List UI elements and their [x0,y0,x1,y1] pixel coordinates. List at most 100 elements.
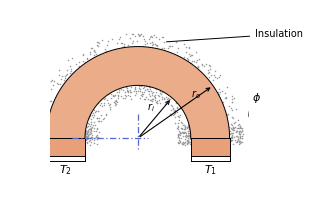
Point [94,136,99,139]
Point [74,75,79,78]
Point [56,115,61,119]
Point [66,99,71,103]
Point [194,113,199,116]
Point [224,132,229,135]
Point [223,96,228,99]
Point [40,126,45,130]
Point [207,64,212,67]
Point [39,139,44,143]
Point [62,133,67,136]
Point [115,91,120,94]
Point [102,77,107,81]
Point [102,56,107,59]
Point [94,116,99,119]
Point [183,83,188,86]
Point [92,56,97,59]
Point [199,129,204,132]
Point [157,48,162,52]
Point [170,105,175,108]
Point [174,62,179,66]
Point [125,87,130,90]
Point [159,36,164,39]
Point [68,70,73,73]
Point [150,42,155,46]
Point [173,109,178,112]
Point [40,126,45,129]
Point [77,125,82,128]
Point [57,124,61,127]
Point [68,75,73,78]
Point [41,127,46,130]
Point [40,131,45,135]
Point [46,121,51,124]
Point [41,124,46,128]
Point [38,106,43,110]
Point [129,61,134,64]
Point [236,124,241,127]
Point [89,84,94,88]
Point [197,89,202,92]
Point [191,107,196,110]
Point [171,83,176,87]
Point [152,96,157,99]
Point [191,135,196,138]
Point [217,87,222,90]
Point [150,80,154,83]
Point [211,91,216,94]
Point [231,129,236,132]
Point [41,106,46,109]
Point [45,129,50,132]
Point [57,112,62,115]
Point [198,124,203,127]
Point [111,95,116,98]
Point [173,73,178,76]
Point [187,115,192,118]
Point [47,136,52,139]
Point [84,131,89,135]
Point [59,127,64,130]
Point [176,125,181,129]
Point [32,127,36,130]
Point [123,91,128,94]
Point [87,89,92,92]
Point [194,99,199,102]
Point [189,132,194,135]
Point [195,128,200,132]
Point [183,103,188,106]
Point [137,89,142,92]
Point [142,97,147,101]
Point [178,130,183,133]
Point [73,132,78,136]
Point [197,72,202,76]
Point [78,131,83,135]
Point [81,70,86,73]
Point [83,114,88,118]
Point [187,138,192,141]
Point [160,87,165,90]
Point [128,97,133,101]
Point [222,133,227,137]
Point [181,99,186,103]
Point [189,91,194,94]
Point [98,104,103,107]
Point [164,101,169,104]
Point [187,126,192,130]
Point [219,136,224,139]
Point [221,101,226,104]
Point [189,54,194,57]
Point [38,136,43,139]
Point [183,131,188,134]
Point [59,127,64,130]
Point [223,126,228,129]
Point [89,135,94,139]
Point [126,61,131,64]
Point [155,44,160,47]
Point [235,118,240,121]
Point [108,86,112,89]
Point [175,97,180,100]
Point [239,127,244,130]
Point [216,105,221,108]
Point [189,126,194,130]
Point [187,135,192,138]
Point [117,71,122,75]
